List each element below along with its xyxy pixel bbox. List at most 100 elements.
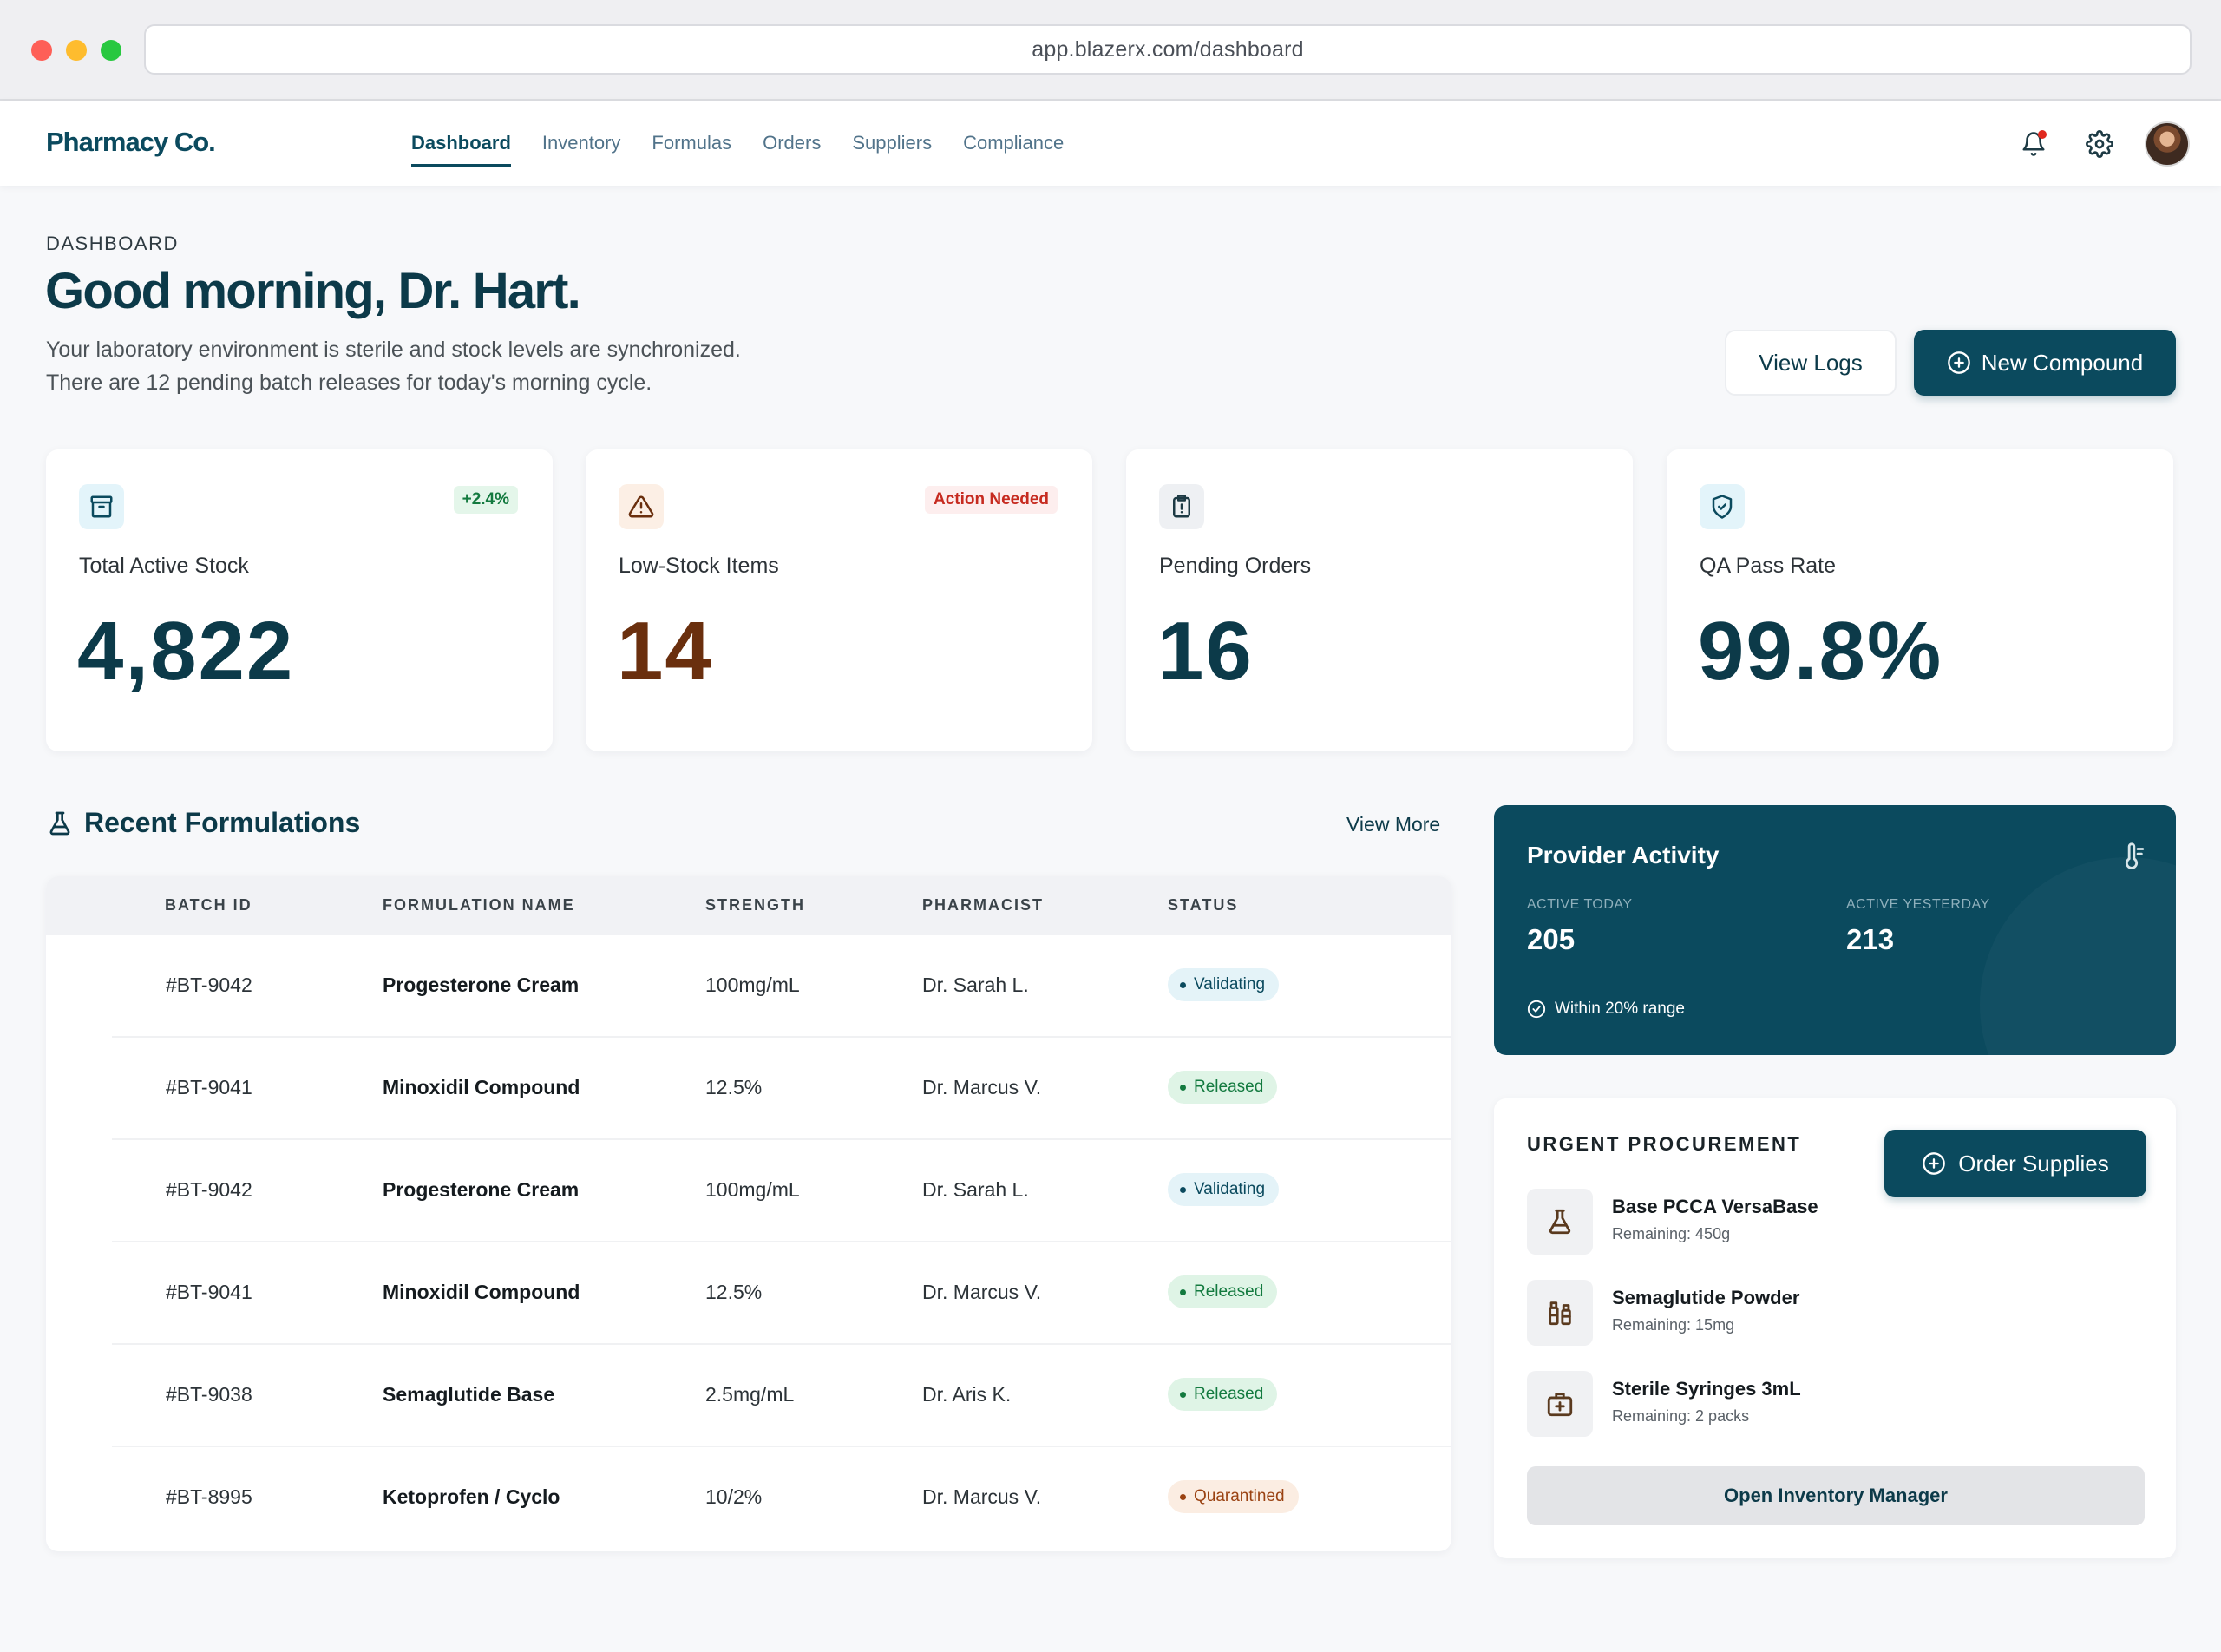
- row-divider: [112, 1446, 1451, 1447]
- order-supplies-label: Order Supplies: [1958, 1150, 2109, 1177]
- column-header[interactable]: BATCH ID: [165, 896, 252, 914]
- clipboard-alert-icon: [1173, 495, 1190, 518]
- nav-orders[interactable]: Orders: [763, 132, 822, 154]
- plus-circle-icon: [1923, 1152, 1946, 1175]
- pharmacist: Dr. Sarah L.: [922, 974, 1029, 996]
- item-icon-wrap: [1527, 1371, 1593, 1437]
- formulation-name: Minoxidil Compound: [383, 1281, 580, 1303]
- strength: 100mg/mL: [705, 974, 800, 996]
- new-compound-label: New Compound: [1981, 349, 2144, 376]
- stat-value: 99.8%: [1698, 605, 1943, 698]
- maximize-window-button[interactable]: [101, 40, 121, 61]
- formulation-name: Progesterone Cream: [383, 1178, 580, 1201]
- status-badge: Released: [1168, 1071, 1278, 1104]
- batch-id: #BT-9042: [166, 1178, 252, 1201]
- stat-label: Low-Stock Items: [619, 554, 779, 578]
- gear-icon: [2086, 130, 2113, 158]
- row-divider: [112, 1138, 1451, 1140]
- table-row[interactable]: #BT-9041 Minoxidil Compound 12.5% Dr. Ma…: [46, 1242, 1451, 1345]
- pharmacist: Dr. Sarah L.: [922, 1178, 1029, 1201]
- stat-icon-wrap: [1700, 484, 1745, 529]
- batch-id: #BT-9041: [166, 1076, 252, 1098]
- item-name: Semaglutide Powder: [1612, 1287, 1800, 1308]
- row-divider: [112, 1241, 1451, 1242]
- table-row[interactable]: #BT-9042 Progesterone Cream 100mg/mL Dr.…: [46, 935, 1451, 1038]
- stat-icon-wrap: [619, 484, 664, 529]
- view-logs-button[interactable]: View Logs: [1725, 330, 1897, 396]
- stat-label: Total Active Stock: [79, 554, 249, 578]
- close-window-button[interactable]: [31, 40, 52, 61]
- order-supplies-button[interactable]: Order Supplies: [1884, 1130, 2146, 1197]
- user-avatar[interactable]: [2145, 121, 2190, 167]
- pharmacist: Dr. Aris K.: [922, 1383, 1012, 1406]
- shield-check-icon: [1712, 495, 1733, 519]
- procurement-item[interactable]: Base PCCA VersaBase Remaining: 450g: [1527, 1189, 2134, 1255]
- stat-card-pending-orders[interactable]: Pending Orders 16: [1126, 449, 1633, 751]
- column-header[interactable]: FORMULATION NAME: [383, 896, 575, 914]
- procurement-item[interactable]: Sterile Syringes 3mL Remaining: 2 packs: [1527, 1371, 2134, 1437]
- address-bar[interactable]: app.blazerx.com/dashboard: [144, 24, 2192, 75]
- stat-card-low-stock[interactable]: Action Needed Low-Stock Items 14: [586, 449, 1092, 751]
- thermometer-icon: [2125, 842, 2145, 869]
- top-nav: Pharmacy Co. Dashboard Inventory Formula…: [0, 101, 2221, 186]
- status-badge: Released: [1168, 1378, 1278, 1411]
- table-row[interactable]: #BT-9041 Minoxidil Compound 12.5% Dr. Ma…: [46, 1038, 1451, 1140]
- notification-dot: [2038, 130, 2047, 139]
- subtitle-line-2: There are 12 pending batch releases for …: [46, 370, 652, 395]
- stat-card-qa-pass-rate[interactable]: QA Pass Rate 99.8%: [1667, 449, 2173, 751]
- range-note-text: Within 20% range: [1555, 1000, 1685, 1018]
- stat-label: QA Pass Rate: [1700, 554, 1837, 578]
- recent-formulations-heading: Recent Formulations: [46, 807, 360, 839]
- stat-card-total-stock[interactable]: +2.4% Total Active Stock 4,822: [46, 449, 553, 751]
- nav-inventory[interactable]: Inventory: [541, 132, 621, 154]
- table-row[interactable]: #BT-8995 Ketoprofen / Cyclo 10/2% Dr. Ma…: [46, 1447, 1451, 1550]
- page-eyebrow: DASHBOARD: [46, 233, 179, 254]
- page-subtitle: Your laboratory environment is sterile a…: [46, 333, 741, 399]
- subtitle-line-1: Your laboratory environment is sterile a…: [46, 338, 741, 362]
- provider-activity-card: Provider Activity ACTIVE TODAY 205 ACTIV…: [1494, 805, 2176, 1055]
- thermometer-button[interactable]: [2117, 842, 2146, 875]
- plus-circle-icon: [1947, 351, 1970, 374]
- table-row[interactable]: #BT-9042 Progesterone Cream 100mg/mL Dr.…: [46, 1140, 1451, 1242]
- item-name: Sterile Syringes 3mL: [1612, 1378, 1801, 1400]
- column-header[interactable]: STATUS: [1168, 896, 1239, 914]
- open-inventory-manager-button[interactable]: Open Inventory Manager: [1527, 1466, 2145, 1525]
- procurement-item[interactable]: Semaglutide Powder Remaining: 15mg: [1527, 1280, 2134, 1346]
- notifications-button[interactable]: [2013, 123, 2054, 165]
- formulation-name: Minoxidil Compound: [383, 1076, 580, 1098]
- nav-links: Dashboard Inventory Formulas Orders Supp…: [411, 101, 1095, 186]
- pharmacist: Dr. Marcus V.: [922, 1485, 1042, 1508]
- status-badge: Released: [1168, 1275, 1278, 1308]
- section-title: Recent Formulations: [84, 807, 361, 838]
- stat-icon-wrap: [79, 484, 124, 529]
- stat-label: Pending Orders: [1159, 554, 1312, 578]
- medkit-icon: [1547, 1393, 1573, 1417]
- new-compound-button[interactable]: New Compound: [1914, 330, 2176, 396]
- app-logo[interactable]: Pharmacy Co.: [46, 127, 216, 157]
- row-divider: [112, 1036, 1451, 1038]
- batch-id: #BT-9041: [166, 1281, 252, 1303]
- stat-value: 16: [1157, 605, 1254, 698]
- provider-title: Provider Activity: [1527, 842, 1720, 869]
- range-note: Within 20% range: [1527, 1000, 1685, 1019]
- column-header[interactable]: PHARMACIST: [922, 896, 1044, 914]
- nav-dashboard[interactable]: Dashboard: [411, 127, 511, 167]
- urgent-procurement-card: URGENT PROCUREMENT Order Supplies Base P…: [1494, 1098, 2176, 1558]
- table-row[interactable]: #BT-9038 Semaglutide Base 2.5mg/mL Dr. A…: [46, 1345, 1451, 1447]
- settings-button[interactable]: [2079, 123, 2120, 165]
- item-remaining: Remaining: 15mg: [1612, 1316, 1735, 1334]
- column-header[interactable]: STRENGTH: [705, 896, 805, 914]
- active-today-label: ACTIVE TODAY: [1527, 897, 1633, 912]
- vials-icon: [1549, 1301, 1571, 1326]
- minimize-window-button[interactable]: [66, 40, 87, 61]
- nav-actions: [2013, 121, 2190, 167]
- active-yesterday-label: ACTIVE YESTERDAY: [1846, 897, 1990, 912]
- formulation-name: Ketoprofen / Cyclo: [383, 1485, 560, 1508]
- batch-id: #BT-8995: [166, 1485, 252, 1508]
- bell-icon: [2022, 132, 2045, 156]
- view-more-link[interactable]: View More: [1346, 813, 1441, 836]
- nav-suppliers[interactable]: Suppliers: [852, 132, 933, 154]
- nav-compliance[interactable]: Compliance: [963, 132, 1065, 154]
- nav-formulas[interactable]: Formulas: [652, 132, 732, 154]
- active-yesterday-value: 213: [1846, 923, 1895, 955]
